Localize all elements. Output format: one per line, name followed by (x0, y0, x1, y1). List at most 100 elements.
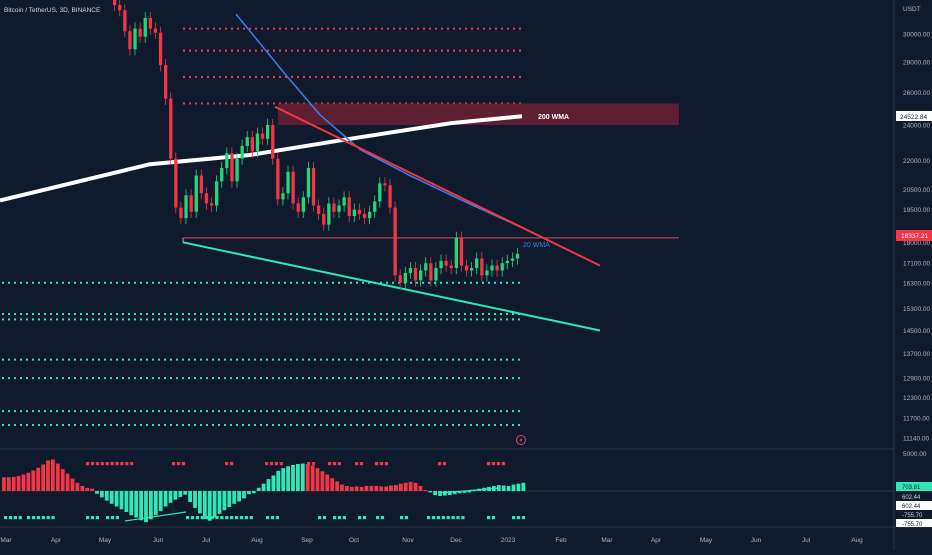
candle-body (413, 268, 418, 281)
candle-body (393, 207, 397, 276)
candle-body (220, 167, 224, 182)
candle-body (322, 213, 326, 225)
osc-dot-bottom (358, 516, 362, 520)
month-label: Jul (202, 537, 211, 544)
osc-dot-top (86, 462, 90, 466)
oscillator-bar (198, 491, 202, 514)
candle-body (464, 265, 469, 271)
wma-20-label: 20 WMA (523, 242, 550, 249)
candle-body (311, 167, 316, 206)
candle-body (174, 158, 178, 208)
oscillator-bar (202, 491, 207, 519)
oscillator-bar (31, 470, 36, 491)
osc-tick-label: 5000.00 (903, 451, 927, 458)
osc-dot-top (181, 462, 185, 466)
candle-body (179, 207, 183, 219)
candle-body (490, 265, 494, 271)
oscillator-bar (6, 477, 11, 491)
candle-body (164, 65, 168, 99)
osc-tag-1: 703.81 (896, 482, 932, 491)
price-axis[interactable]: 30000.00 28000.00 26000.00 24000.00 22000.00… (903, 32, 930, 459)
oscillator-bar (26, 472, 31, 491)
oscillator-bar (55, 463, 60, 491)
price-tick-label: 19500.00 (903, 207, 930, 214)
oscillator-bar (266, 479, 271, 491)
osc-dot-top (269, 462, 274, 466)
osc-dot-bottom (46, 516, 50, 520)
price-tick-label: 18000.00 (903, 240, 930, 247)
candle-body (515, 253, 520, 259)
osc-dot-bottom (337, 516, 342, 520)
osc-dot-bottom (275, 516, 279, 520)
oscillator-bar (300, 463, 305, 491)
candle-body (383, 183, 387, 186)
osc-dot-top (328, 462, 332, 466)
oscillator-bar (443, 491, 447, 496)
month-label: Mar (0, 537, 12, 544)
osc-dot-bottom (516, 516, 521, 520)
oscillator-bar (256, 487, 261, 491)
osc-dot-bottom (186, 516, 190, 520)
candle-body (480, 258, 484, 276)
candle-body (286, 171, 290, 194)
osc-dot-bottom (95, 516, 99, 520)
candle-body (281, 193, 285, 200)
osc-tag-2: 602.44 (896, 492, 932, 501)
osc-dot-bottom (441, 516, 445, 520)
candle-body (342, 197, 346, 206)
osc-dot-top (379, 462, 384, 466)
osc-dot-bottom (18, 516, 22, 520)
osc-dot-bottom (487, 516, 491, 520)
month-label: Jun (153, 537, 164, 544)
oscillator-bar (104, 491, 109, 501)
month-label: Mar (601, 537, 613, 544)
time-axis[interactable]: Mar Apr May Jun Jul Aug Sep Oct Nov Dec 2023 Feb Mar… (0, 537, 863, 544)
osc-dot-top (105, 462, 109, 466)
oscillator-bar (291, 464, 295, 491)
osc-dot-bottom (446, 516, 450, 520)
osc-dot-bottom (41, 516, 45, 520)
candle-body (133, 28, 137, 50)
month-label: Nov (402, 537, 414, 544)
oscillator-bar (65, 473, 70, 491)
osc-dot-bottom (235, 516, 239, 520)
oscillator-bar (237, 491, 241, 502)
lightning-alert-icon[interactable] (516, 435, 526, 445)
osc-tag-4-text: -755.70 (902, 513, 923, 519)
oscillator-bar (315, 468, 320, 491)
candle-body (194, 175, 198, 212)
candle-body (444, 260, 448, 266)
oscillator-bar (418, 485, 423, 491)
candle-body (485, 270, 489, 276)
descending-trendline[interactable] (274, 105, 601, 267)
osc-dot-bottom (31, 516, 36, 520)
osc-dot-bottom (215, 516, 219, 520)
candle-body (158, 32, 163, 66)
oscillator-bar (310, 465, 315, 491)
osc-dot-top (90, 462, 95, 466)
wma-20-line (235, 13, 521, 228)
price-tick-label: 12300.00 (903, 395, 930, 402)
osc-dot-bottom (380, 516, 385, 520)
support-trendline[interactable] (182, 241, 601, 332)
currency-label: USDT (903, 6, 921, 13)
candle-body (260, 133, 265, 139)
candle-body (362, 213, 367, 219)
osc-dot-top (100, 462, 104, 466)
candle-body (245, 137, 249, 146)
osc-dot-top (307, 462, 311, 466)
osc-dot-top (384, 462, 388, 466)
oscillator-bar (173, 491, 178, 500)
wma-price-tag: 24522.84 (896, 111, 932, 121)
candle-body (276, 158, 280, 200)
candle-body (403, 272, 407, 283)
oscillator-bar (232, 491, 237, 504)
oscillator-bar (85, 487, 90, 491)
oscillator-bar (139, 491, 143, 521)
candle-body (204, 193, 209, 204)
candle-body (291, 171, 295, 204)
support-levels (2, 281, 522, 427)
osc-dot-top (120, 462, 124, 466)
